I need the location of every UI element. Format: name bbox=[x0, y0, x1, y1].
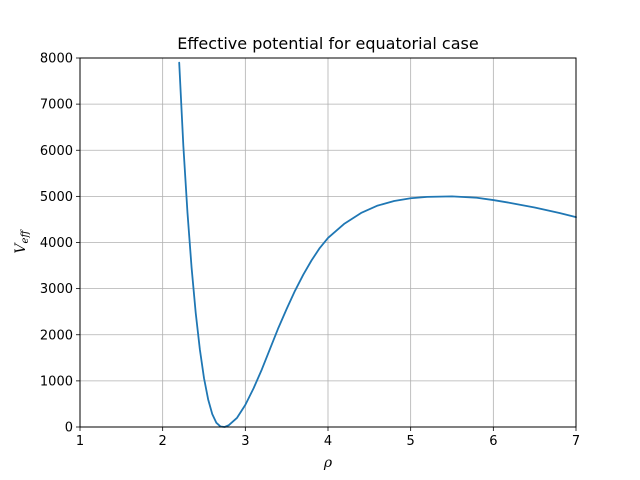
x-tick-label: 1 bbox=[76, 434, 84, 449]
y-tick-label: 2000 bbox=[40, 328, 73, 343]
x-tick-label: 6 bbox=[489, 434, 497, 449]
series-line bbox=[178, 61, 577, 428]
y-axis-label: Veff bbox=[13, 229, 31, 254]
y-axis-label-sub: eff bbox=[20, 229, 31, 244]
grid bbox=[79, 57, 577, 428]
y-tick-label: 4000 bbox=[40, 236, 73, 251]
y-tick-label: 8000 bbox=[40, 52, 73, 67]
y-tick-label: 7000 bbox=[40, 98, 73, 113]
x-tick-label: 3 bbox=[241, 434, 249, 449]
x-tick-label: 4 bbox=[324, 434, 332, 449]
plot-area bbox=[178, 61, 577, 428]
x-axis: 1 2 3 4 5 6 7 bbox=[76, 427, 580, 449]
x-axis-label: ρ bbox=[323, 455, 333, 471]
y-tick-label: 5000 bbox=[40, 190, 73, 205]
x-tick-label: 5 bbox=[407, 434, 415, 449]
chart-title: Effective potential for equatorial case bbox=[177, 34, 478, 53]
x-tick-label: 2 bbox=[159, 434, 167, 449]
y-tick-label: 6000 bbox=[40, 144, 73, 159]
y-tick-label: 3000 bbox=[40, 282, 73, 297]
y-tick-label: 1000 bbox=[40, 374, 73, 389]
x-tick-label: 7 bbox=[572, 434, 580, 449]
y-tick-label: 0 bbox=[65, 421, 73, 436]
y-axis-label-main: V bbox=[13, 242, 29, 254]
y-axis: 0 1000 2000 3000 4000 5000 6000 7000 8000 bbox=[40, 52, 80, 436]
